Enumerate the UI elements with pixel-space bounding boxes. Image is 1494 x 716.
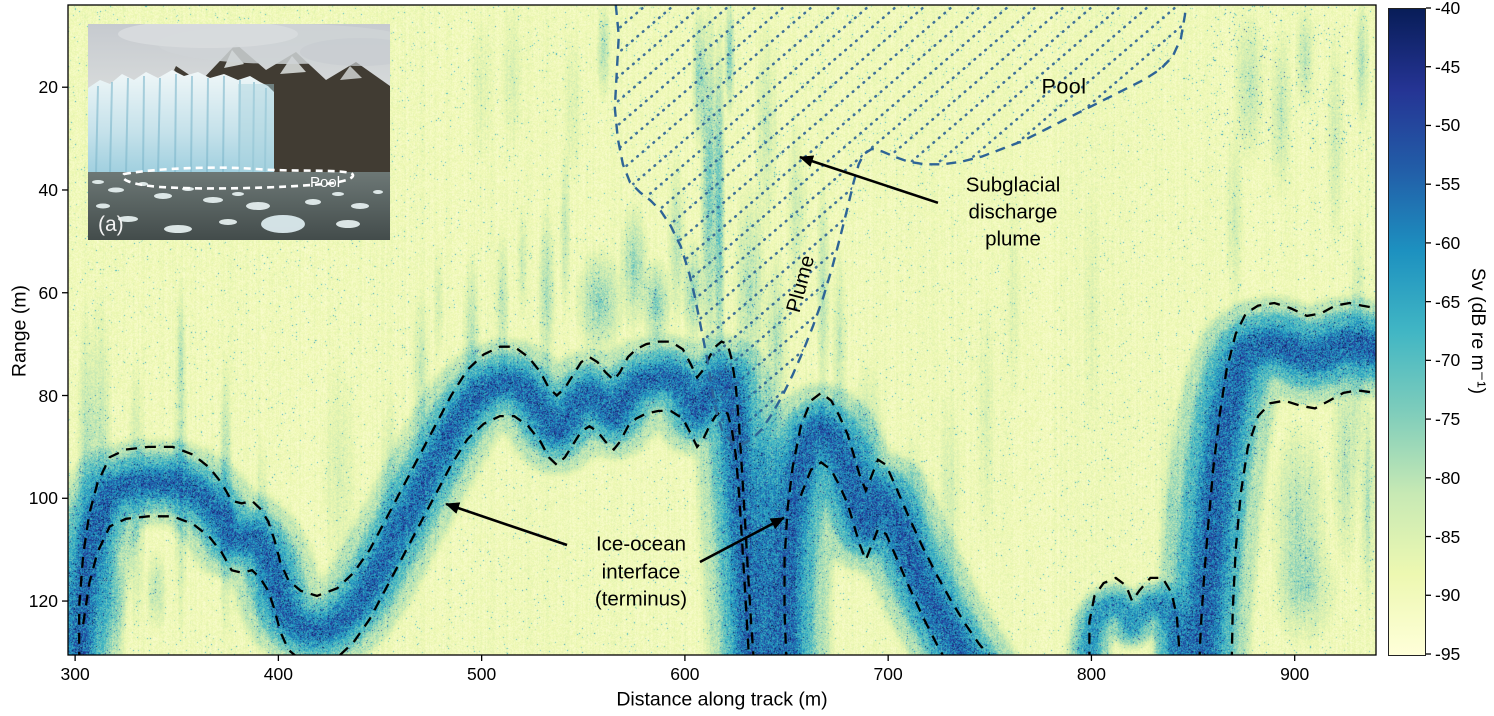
colorbar-tick-label: -80 (1435, 467, 1461, 488)
colorbar-tick-label: -95 (1435, 644, 1461, 664)
annotation-terminus-line1: Ice-ocean (595, 532, 687, 556)
inset-panel-label: (a) (98, 213, 124, 236)
colorbar-tick-label: -75 (1435, 409, 1461, 430)
pool-plume-outline (613, 5, 1188, 446)
inset-glacier (88, 70, 274, 176)
y-tick-label: 60 (38, 282, 58, 303)
terminus-arrow-right (699, 516, 785, 564)
terminus-outline-right-outer (1198, 301, 1376, 655)
terminus-outline-left-central-outer (78, 340, 755, 655)
annotation-pool: Pool (1041, 74, 1087, 99)
terminus-outline-left-central-inner (82, 409, 750, 655)
inset-water (88, 172, 390, 240)
colorbar (1388, 8, 1426, 656)
x-tick-label: 900 (1280, 664, 1310, 684)
y-tick-label: 40 (38, 179, 58, 200)
x-tick-label: 400 (263, 664, 293, 684)
colorbar-tick-label: -40 (1435, 0, 1461, 18)
terminus-outline-right-inner (1230, 389, 1376, 655)
annotation-subglacial-line2: discharge (968, 200, 1058, 224)
annotation-terminus-line3: (terminus) (594, 587, 688, 611)
inset-pool-outline (121, 166, 355, 190)
colorbar-tick-label: -45 (1435, 56, 1461, 77)
terminus-outline-small-block (1088, 576, 1181, 655)
y-tick-label: 80 (38, 385, 58, 406)
terminus-arrow-left (445, 502, 568, 547)
annotation-subglacial-line1: Subglacial (965, 173, 1061, 197)
annotation-terminus: Ice-ocean interface (terminus) (595, 530, 687, 613)
y-tick-label: 20 (38, 77, 58, 98)
x-tick-label: 300 (60, 664, 90, 684)
x-tick-label: 600 (670, 664, 700, 684)
y-tick-label: 100 (28, 488, 58, 509)
inset-pool-label: Pool (310, 174, 340, 191)
terminus-outline-plume-flank-inner (799, 460, 945, 655)
terminus-outline-plume-flank-outer (783, 391, 991, 655)
colorbar-tick-label: -85 (1435, 526, 1461, 547)
colorbar-label: Sv (dB re m⁻¹) (1467, 267, 1489, 395)
x-tick-label: 800 (1076, 664, 1107, 684)
colorbar-tick-label: -55 (1435, 174, 1461, 195)
subglacial-discharge-arrow (799, 155, 939, 205)
colorbar-tick-label: -60 (1435, 232, 1461, 253)
inset-crevasses (95, 73, 267, 175)
annotation-subglacial-line3: plume (985, 227, 1041, 251)
colorbar-tick-label: -65 (1435, 291, 1461, 312)
annotation-subglacial: Subglacial discharge plume (966, 171, 1061, 252)
colorbar-tick-label: -70 (1435, 350, 1461, 371)
y-tick-label: 120 (28, 591, 58, 612)
inset-photo: Pool (a) (88, 24, 390, 240)
inset-ice-bits (92, 180, 383, 233)
annotation-terminus-line2: interface (601, 560, 681, 584)
x-tick-label: 500 (467, 664, 497, 684)
x-axis-label: Distance along track (m) (616, 688, 828, 711)
x-tick-label: 700 (873, 664, 903, 684)
colorbar-tick-label: -90 (1435, 585, 1461, 606)
plot-frame (67, 4, 1377, 656)
colorbar-tick-label: -50 (1435, 115, 1461, 136)
